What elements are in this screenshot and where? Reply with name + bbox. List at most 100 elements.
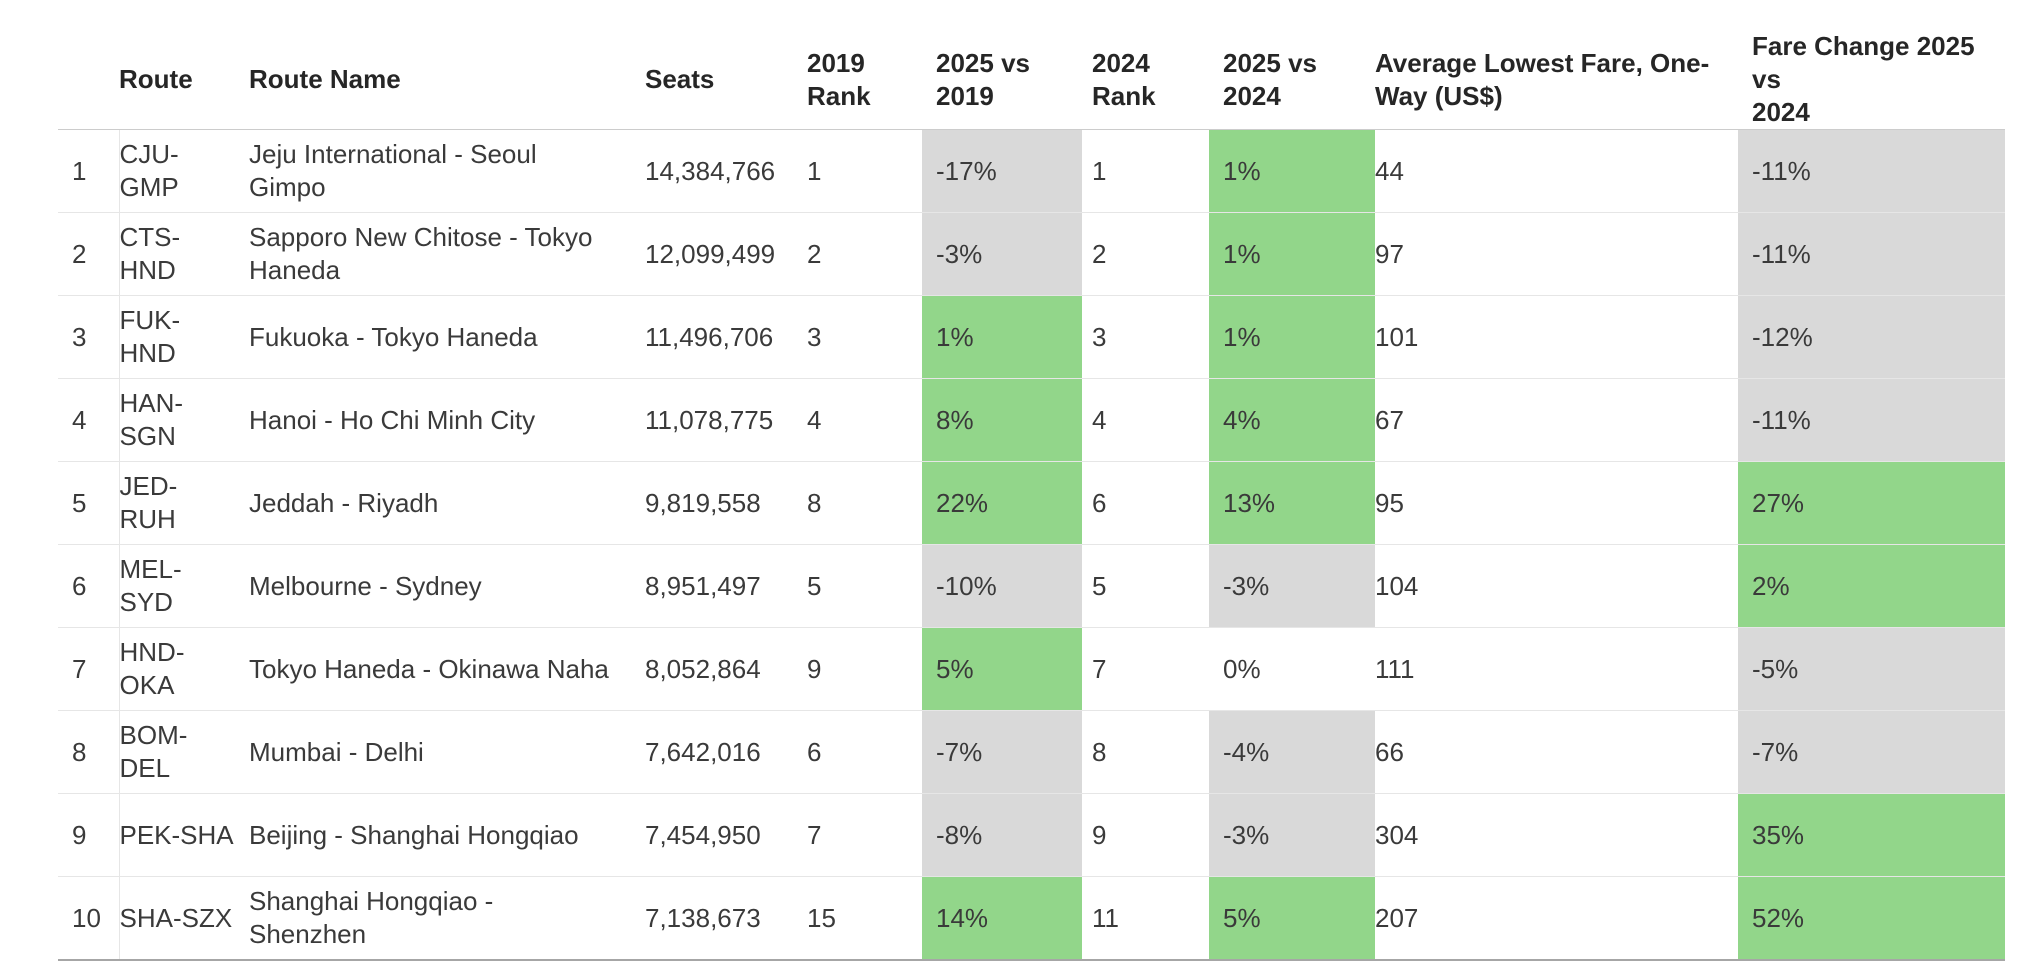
route-name: Shanghai Hongqiao - Shenzhen — [249, 876, 645, 961]
change-2025-vs-2019-cell: 5% — [922, 627, 1082, 711]
route-code: HAN- SGN — [119, 378, 249, 462]
table-body: 1 CJU- GMP Jeju International - Seoul Gi… — [58, 129, 2005, 961]
fare-change-cell: 27% — [1738, 461, 2005, 545]
table-row: 8 BOM- DEL Mumbai - Delhi 7,642,016 6 -7… — [58, 710, 2005, 794]
average-fare-value: 66 — [1375, 710, 1738, 794]
table-row: 10 SHA-SZX Shanghai Hongqiao - Shenzhen … — [58, 876, 2005, 961]
rank-2024-value: 5 — [1082, 544, 1209, 628]
seats-value: 7,642,016 — [645, 710, 807, 794]
rank-2019-value: 4 — [807, 378, 922, 462]
route-name: Jeddah - Riyadh — [249, 461, 645, 545]
seats-value: 8,052,864 — [645, 627, 807, 711]
row-number: 10 — [58, 876, 120, 961]
fare-change-cell: 35% — [1738, 793, 2005, 877]
seats-value: 7,138,673 — [645, 876, 807, 961]
average-fare-value: 95 — [1375, 461, 1738, 545]
row-number: 3 — [58, 295, 120, 379]
rank-2024-value: 11 — [1082, 876, 1209, 961]
change-2025-vs-2024-cell: 1% — [1209, 129, 1375, 213]
route-code: CJU- GMP — [119, 129, 249, 213]
fare-change-cell: 2% — [1738, 544, 2005, 628]
seats-value: 8,951,497 — [645, 544, 807, 628]
rank-2024-value: 8 — [1082, 710, 1209, 794]
rank-2024-value: 4 — [1082, 378, 1209, 462]
change-2025-vs-2024-cell: -4% — [1209, 710, 1375, 794]
table-row: 7 HND- OKA Tokyo Haneda - Okinawa Naha 8… — [58, 627, 2005, 711]
change-2025-vs-2024-cell: 1% — [1209, 295, 1375, 379]
row-number: 8 — [58, 710, 120, 794]
top-routes-table: Route Route Name Seats 2019 Rank 2025 vs… — [58, 30, 2005, 961]
column-header-seats: Seats — [645, 30, 807, 130]
column-header-2025-vs-2019: 2025 vs 2019 — [922, 30, 1082, 130]
table-header: Route Route Name Seats 2019 Rank 2025 vs… — [58, 30, 2005, 130]
change-2025-vs-2019-cell: -8% — [922, 793, 1082, 877]
route-code: HND- OKA — [119, 627, 249, 711]
table-row: 6 MEL- SYD Melbourne - Sydney 8,951,497 … — [58, 544, 2005, 628]
column-header-route-name: Route Name — [249, 30, 645, 130]
rank-2019-value: 3 — [807, 295, 922, 379]
route-name: Jeju International - Seoul Gimpo — [249, 129, 645, 213]
seats-value: 12,099,499 — [645, 212, 807, 296]
average-fare-value: 67 — [1375, 378, 1738, 462]
fare-change-cell: -11% — [1738, 378, 2005, 462]
rank-2019-value: 9 — [807, 627, 922, 711]
change-2025-vs-2019-cell: -3% — [922, 212, 1082, 296]
column-header-fare-change: Fare Change 2025 vs 2024 — [1738, 30, 2005, 130]
change-2025-vs-2019-cell: 8% — [922, 378, 1082, 462]
fare-change-cell: -12% — [1738, 295, 2005, 379]
average-fare-value: 101 — [1375, 295, 1738, 379]
rank-2024-value: 1 — [1082, 129, 1209, 213]
rank-2019-value: 8 — [807, 461, 922, 545]
average-fare-value: 104 — [1375, 544, 1738, 628]
route-code: JED- RUH — [119, 461, 249, 545]
column-header-index — [58, 30, 119, 130]
change-2025-vs-2019-cell: 14% — [922, 876, 1082, 961]
rank-2019-value: 15 — [807, 876, 922, 961]
change-2025-vs-2019-cell: 1% — [922, 295, 1082, 379]
fare-change-cell: -11% — [1738, 129, 2005, 213]
rank-2024-value: 6 — [1082, 461, 1209, 545]
row-number: 2 — [58, 212, 120, 296]
change-2025-vs-2024-cell: -3% — [1209, 544, 1375, 628]
row-number: 4 — [58, 378, 120, 462]
rank-2024-value: 2 — [1082, 212, 1209, 296]
rank-2019-value: 5 — [807, 544, 922, 628]
change-2025-vs-2024-cell: 4% — [1209, 378, 1375, 462]
rank-2019-value: 7 — [807, 793, 922, 877]
route-name: Fukuoka - Tokyo Haneda — [249, 295, 645, 379]
table-row: 9 PEK-SHA Beijing - Shanghai Hongqiao 7,… — [58, 793, 2005, 877]
change-2025-vs-2024-cell: 5% — [1209, 876, 1375, 961]
rank-2019-value: 1 — [807, 129, 922, 213]
table-row: 2 CTS- HND Sapporo New Chitose - Tokyo H… — [58, 212, 2005, 296]
table-row: 1 CJU- GMP Jeju International - Seoul Gi… — [58, 129, 2005, 213]
row-number: 9 — [58, 793, 120, 877]
column-header-2019-rank: 2019 Rank — [807, 30, 922, 130]
header-row: Route Route Name Seats 2019 Rank 2025 vs… — [58, 30, 2005, 130]
route-name: Tokyo Haneda - Okinawa Naha — [249, 627, 645, 711]
route-code: FUK- HND — [119, 295, 249, 379]
fare-change-cell: -11% — [1738, 212, 2005, 296]
rank-2024-value: 3 — [1082, 295, 1209, 379]
seats-value: 11,496,706 — [645, 295, 807, 379]
fare-change-cell: 52% — [1738, 876, 2005, 961]
average-fare-value: 97 — [1375, 212, 1738, 296]
fare-change-cell: -5% — [1738, 627, 2005, 711]
change-2025-vs-2024-cell: 13% — [1209, 461, 1375, 545]
column-header-avg-fare: Average Lowest Fare, One- Way (US$) — [1375, 30, 1738, 130]
row-number: 6 — [58, 544, 120, 628]
average-fare-value: 304 — [1375, 793, 1738, 877]
route-code: MEL- SYD — [119, 544, 249, 628]
row-number: 5 — [58, 461, 120, 545]
column-header-2025-vs-2024: 2025 vs 2024 — [1209, 30, 1375, 130]
row-number: 1 — [58, 129, 120, 213]
average-fare-value: 111 — [1375, 627, 1738, 711]
route-name: Hanoi - Ho Chi Minh City — [249, 378, 645, 462]
change-2025-vs-2019-cell: -17% — [922, 129, 1082, 213]
average-fare-value: 44 — [1375, 129, 1738, 213]
rank-2019-value: 6 — [807, 710, 922, 794]
route-name: Melbourne - Sydney — [249, 544, 645, 628]
table-row: 5 JED- RUH Jeddah - Riyadh 9,819,558 8 2… — [58, 461, 2005, 545]
change-2025-vs-2019-cell: 22% — [922, 461, 1082, 545]
row-number: 7 — [58, 627, 120, 711]
